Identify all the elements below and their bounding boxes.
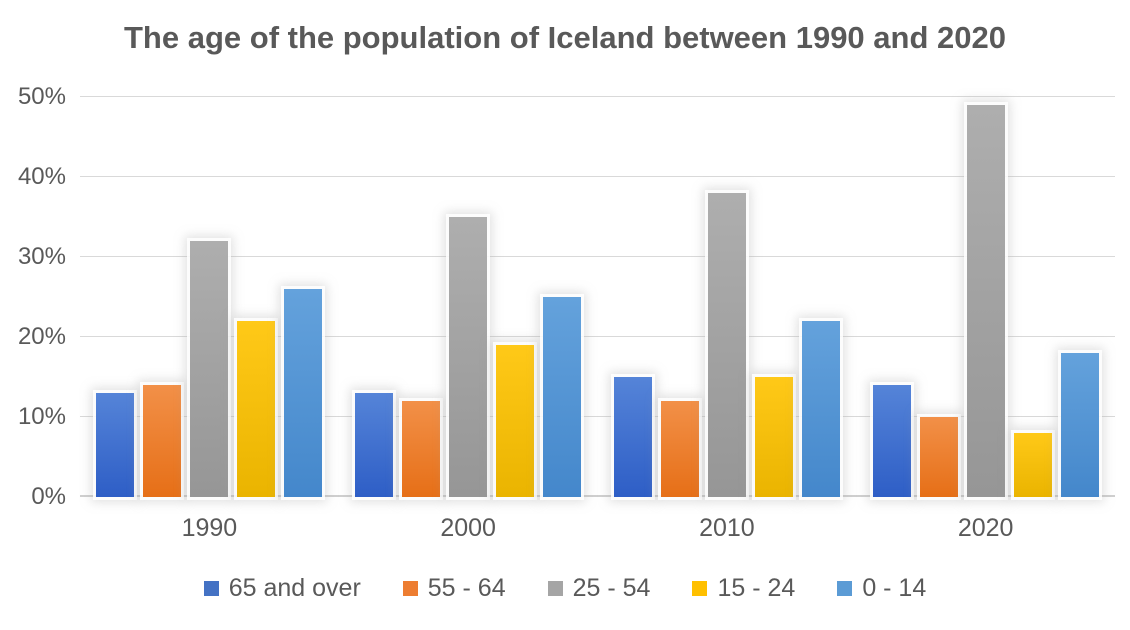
legend-item-65-and-over: 65 and over [203, 574, 361, 603]
y-axis-tick-label-0%: 0% [31, 483, 66, 510]
bar-25-54-2020 [966, 105, 1005, 497]
legend-marker-icon [547, 581, 563, 596]
x-axis-line [80, 495, 1115, 497]
chart-title: The age of the population of Iceland bet… [124, 20, 1006, 55]
bar-15-24-2020 [1013, 433, 1052, 497]
bar-group-2000 [339, 97, 598, 497]
plot-area: 0% 10% 20% 30% 40% 50% [18, 83, 1115, 510]
bar-0-14-2010 [801, 321, 840, 497]
x-axis-tick-label-1990: 1990 [181, 514, 238, 542]
bar-55-64-2000 [402, 401, 441, 497]
legend-marker-icon [837, 581, 853, 596]
bar-55-64-2020 [919, 417, 958, 497]
y-axis-tick-label-50%: 50% [17, 83, 66, 110]
bar-0-14-1990 [284, 289, 323, 497]
legend-item-15-24: 15 - 24 [692, 574, 795, 603]
gridline-20% [80, 336, 1115, 337]
bar-15-24-2010 [754, 377, 793, 497]
bar-55-64-2010 [660, 401, 699, 497]
bar-groups [80, 97, 1115, 497]
bar-65-and-over-1990 [96, 393, 135, 497]
legend-label: 55 - 64 [427, 574, 506, 602]
bar-65-and-over-2020 [872, 385, 911, 497]
gridline-50% [80, 96, 1115, 97]
legend-label: 25 - 54 [572, 574, 651, 602]
legend-label: 15 - 24 [717, 574, 796, 602]
x-axis-labels: 1990 2000 2010 2020 [80, 514, 1115, 543]
bar-55-64-1990 [143, 385, 182, 497]
y-axis-tick-label-20%: 20% [17, 323, 66, 350]
bar-group-2020 [856, 97, 1115, 497]
bar-group-2010 [598, 97, 857, 497]
bar-0-14-2020 [1060, 353, 1099, 497]
legend-item-25-54: 25 - 54 [547, 574, 651, 603]
legend-item-0-14: 0 - 14 [837, 574, 926, 603]
x-axis-tick-label-2010: 2010 [699, 514, 755, 542]
gridline-30% [80, 256, 1115, 257]
y-axis-tick-label-40%: 40% [17, 163, 66, 190]
bar-25-54-2010 [707, 193, 746, 497]
bar-25-54-2000 [449, 217, 488, 497]
x-axis-tick-label-2020: 2020 [957, 514, 1014, 542]
bar-15-24-1990 [237, 321, 276, 497]
bar-65-and-over-2000 [355, 393, 394, 497]
bar-0-14-2000 [543, 297, 582, 497]
bar-group-1990 [80, 97, 339, 497]
legend-label: 0 - 14 [862, 574, 927, 602]
legend: 65 and over 55 - 64 25 - 54 15 - 24 0 - 14 [0, 574, 1130, 603]
bar-25-54-1990 [190, 241, 229, 497]
legend-marker-icon [203, 581, 219, 596]
gridline-40% [80, 176, 1115, 177]
legend-marker-icon [692, 581, 708, 596]
legend-item-55-64: 55 - 64 [402, 574, 506, 603]
gridline-10% [80, 416, 1115, 417]
legend-marker-icon [402, 581, 418, 596]
bar-65-and-over-2010 [613, 377, 652, 497]
bar-15-24-2000 [496, 345, 535, 497]
y-axis-tick-label-30%: 30% [17, 243, 66, 270]
legend-label: 65 and over [228, 574, 361, 602]
x-axis-tick-label-2000: 2000 [440, 514, 496, 542]
y-axis-tick-label-10%: 10% [17, 403, 66, 430]
